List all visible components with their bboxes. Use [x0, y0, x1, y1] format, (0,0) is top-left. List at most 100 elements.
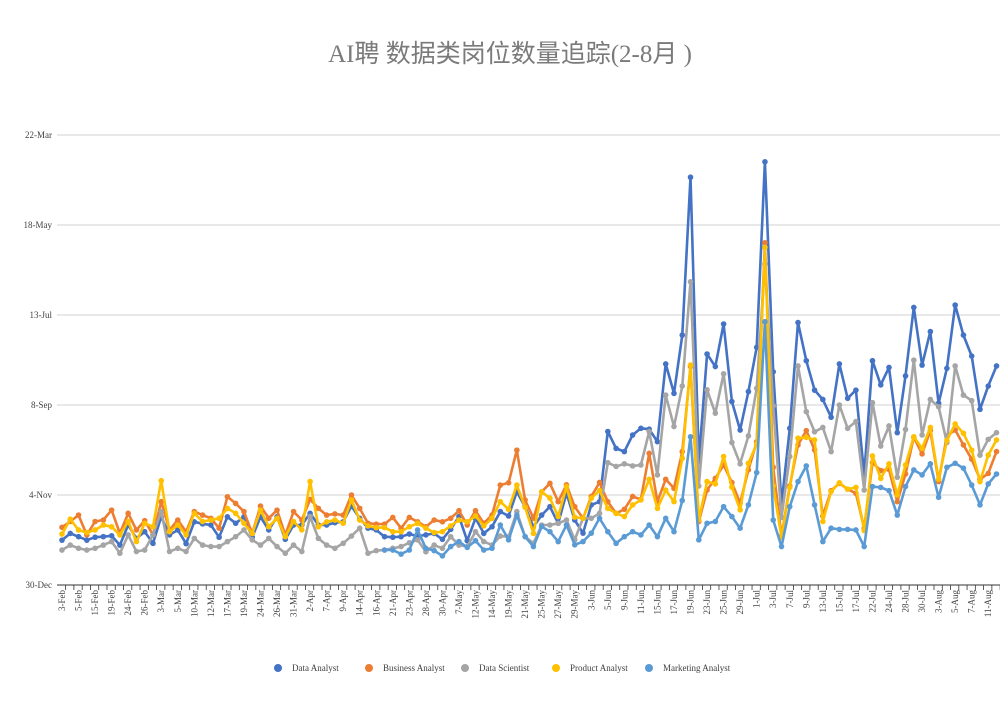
data-point	[993, 471, 1000, 477]
data-point	[952, 363, 958, 369]
data-point	[398, 528, 404, 535]
data-point	[820, 538, 826, 545]
data-point	[265, 523, 272, 530]
data-point	[216, 525, 222, 532]
data-point	[894, 512, 901, 518]
data-point	[464, 518, 471, 525]
data-point	[447, 533, 454, 540]
data-point	[935, 476, 942, 483]
data-point	[944, 464, 950, 471]
data-point	[571, 514, 578, 520]
data-point	[59, 537, 65, 543]
data-point	[538, 488, 545, 495]
data-point	[828, 414, 834, 421]
data-point	[795, 478, 801, 485]
data-point	[803, 463, 810, 469]
data-point	[439, 553, 446, 559]
x-tick-label: 7-Jul	[785, 590, 795, 608]
data-point	[911, 433, 917, 440]
data-point	[745, 502, 752, 508]
data-point	[811, 502, 818, 508]
x-tick-label: 26-Feb	[140, 590, 150, 616]
data-point	[84, 529, 90, 536]
data-point	[629, 463, 636, 469]
data-point	[472, 528, 479, 535]
data-point	[704, 520, 710, 527]
data-point	[886, 423, 892, 429]
data-point	[390, 534, 396, 541]
data-point	[315, 535, 322, 542]
data-point	[356, 505, 363, 512]
data-point	[993, 437, 1000, 443]
data-point	[497, 508, 504, 515]
data-point	[183, 548, 189, 555]
x-tick-label: 17-Jul	[851, 590, 861, 613]
x-tick-label: 9-Jul	[801, 590, 811, 608]
x-tick-label: 9-Jun	[619, 590, 629, 610]
data-point	[993, 448, 1000, 455]
data-point	[927, 461, 934, 467]
data-point	[811, 428, 818, 435]
data-point	[117, 532, 123, 538]
data-point	[108, 507, 115, 513]
series-product-analyst	[59, 244, 1000, 545]
data-point	[588, 495, 595, 502]
data-point	[737, 525, 743, 532]
data-point	[332, 511, 338, 517]
data-point	[869, 399, 876, 406]
data-point	[836, 526, 843, 533]
x-tick-label: 13-Jul	[818, 590, 828, 613]
data-point	[968, 397, 975, 404]
data-point	[902, 462, 909, 468]
data-point	[803, 357, 810, 364]
data-point	[133, 548, 140, 555]
x-tick-label: 23-Apr	[404, 590, 414, 616]
data-point	[985, 470, 992, 477]
data-point	[877, 484, 884, 491]
data-point	[993, 429, 1000, 436]
data-point	[985, 436, 992, 443]
data-point	[315, 523, 322, 530]
x-tick-label: 19-Jun	[686, 590, 696, 615]
data-point	[299, 548, 305, 555]
data-point	[646, 522, 652, 528]
data-point	[662, 361, 669, 367]
data-point	[720, 503, 727, 510]
data-point	[927, 424, 934, 431]
data-point	[150, 532, 156, 538]
data-point	[224, 538, 231, 545]
data-point	[563, 522, 570, 528]
data-point	[853, 484, 859, 491]
data-point	[720, 321, 727, 327]
data-point	[795, 319, 801, 326]
data-point	[84, 537, 90, 543]
x-tick-label: 15-Jun	[652, 590, 662, 615]
data-point	[960, 442, 967, 448]
series-marketing-analyst	[381, 318, 1000, 559]
data-point	[224, 505, 231, 512]
data-point	[654, 472, 661, 478]
data-point	[629, 493, 636, 500]
data-point	[745, 460, 752, 467]
data-point	[141, 528, 148, 535]
data-point	[125, 532, 131, 538]
data-point	[522, 533, 528, 540]
data-point	[902, 483, 909, 490]
data-point	[605, 505, 611, 512]
legend-label: Business Analyst	[383, 663, 445, 673]
data-point	[183, 532, 189, 538]
data-point	[555, 498, 561, 505]
data-point	[869, 453, 876, 459]
legend-item: Business Analyst	[365, 663, 445, 673]
data-point	[439, 518, 446, 525]
data-point	[241, 508, 247, 515]
data-point	[662, 487, 669, 493]
data-point	[265, 535, 272, 542]
data-point	[241, 520, 247, 527]
data-point	[398, 533, 404, 540]
data-point	[547, 528, 553, 535]
data-point	[555, 520, 561, 527]
data-point	[199, 512, 206, 518]
data-point	[985, 481, 992, 487]
data-point	[141, 547, 148, 553]
